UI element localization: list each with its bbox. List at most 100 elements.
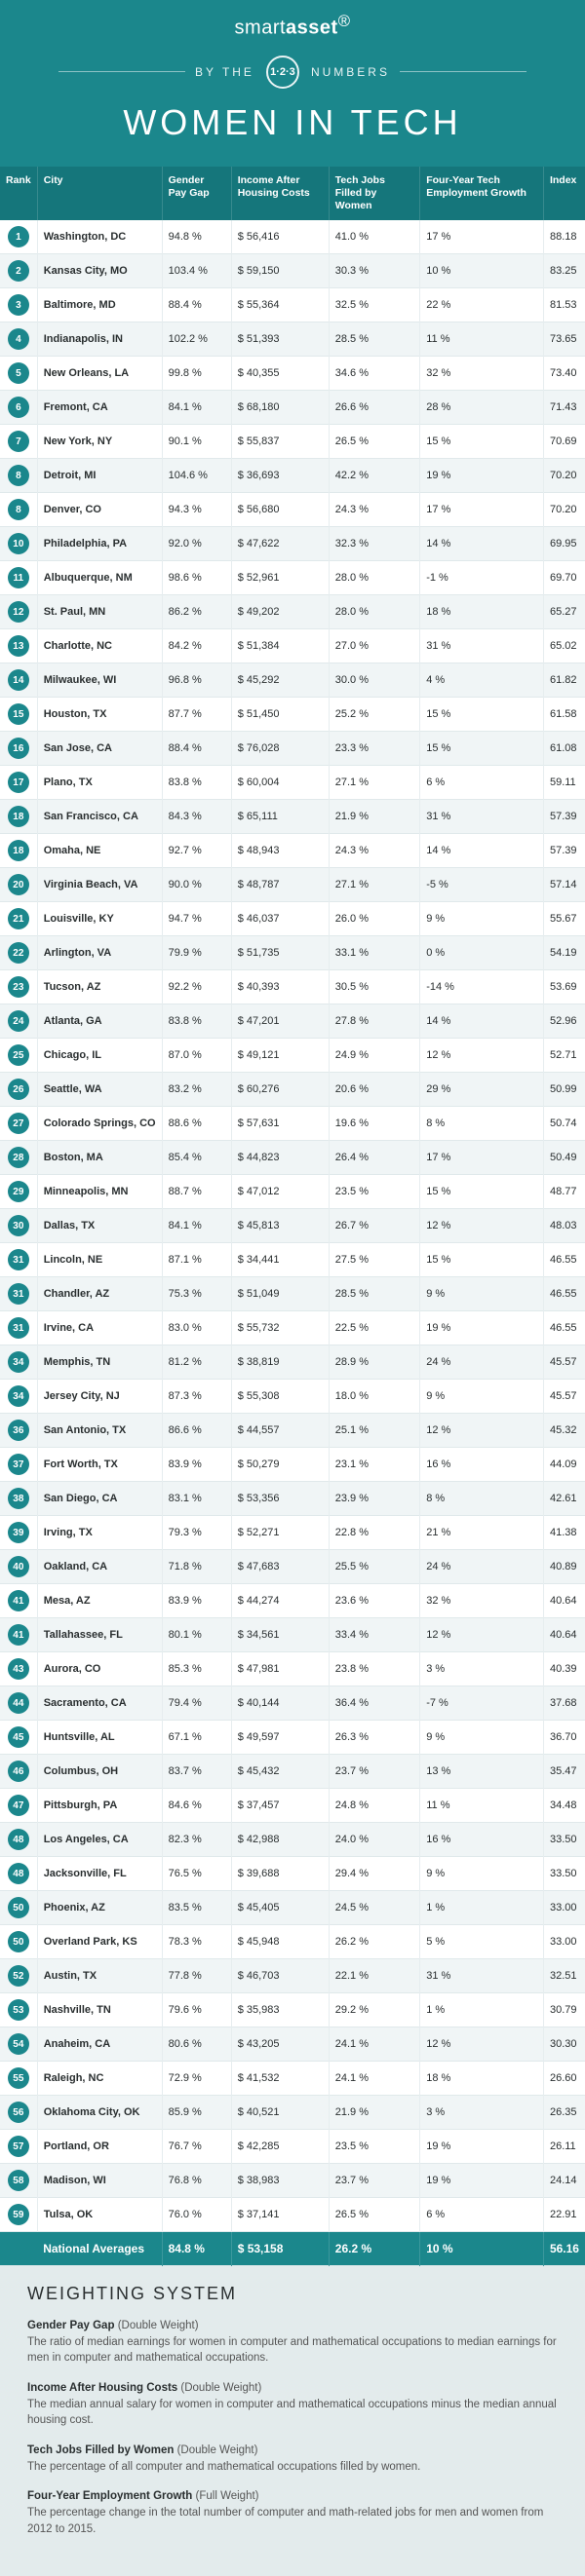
table-row: 41Mesa, AZ83.9 %$ 44,27423.6 %32 %40.64 [0,1584,585,1618]
table-row: 47Pittsburgh, PA84.6 %$ 37,45724.8 %11 %… [0,1789,585,1823]
gap-cell: 83.5 % [162,1891,231,1925]
growth-cell: 6 % [420,2198,544,2232]
rank-cell: 17 [0,766,37,800]
gap-cell: 80.1 % [162,1618,231,1652]
rank-cell: 31 [0,1311,37,1345]
city-cell: San Diego, CA [37,1482,162,1516]
index-cell: 45.32 [543,1414,585,1448]
gap-cell: 92.2 % [162,970,231,1004]
growth-cell: 5 % [420,1925,544,1959]
pct-women-cell: 29.2 % [329,1993,419,2027]
gap-cell: 83.1 % [162,1482,231,1516]
brand-logo: smartasset® [0,12,585,40]
rank-cell: 34 [0,1380,37,1414]
income-cell: $ 44,823 [231,1141,329,1175]
growth-cell: 19 % [420,1311,544,1345]
rank-badge: 59 [8,2204,29,2225]
rank-cell: 44 [0,1686,37,1721]
city-cell: St. Paul, MN [37,595,162,629]
gap-cell: 79.3 % [162,1516,231,1550]
pct-women-cell: 32.5 % [329,288,419,322]
growth-cell: 14 % [420,834,544,868]
income-cell: $ 53,356 [231,1482,329,1516]
income-cell: $ 49,202 [231,595,329,629]
index-cell: 48.77 [543,1175,585,1209]
rank-cell: 10 [0,527,37,561]
rank-cell: 2 [0,254,37,288]
city-cell: New Orleans, LA [37,357,162,391]
rank-badge: 41 [8,1590,29,1611]
logo-registered: ® [338,12,351,30]
rank-cell: 25 [0,1039,37,1073]
gap-cell: 84.3 % [162,800,231,834]
rank-cell: 4 [0,322,37,357]
table-row: 46Columbus, OH83.7 %$ 45,43223.7 %13 %35… [0,1755,585,1789]
city-cell: Nashville, TN [37,1993,162,2027]
index-cell: 69.70 [543,561,585,595]
pct-women-cell: 27.0 % [329,629,419,663]
city-cell: Aurora, CO [37,1652,162,1686]
income-cell: $ 51,384 [231,629,329,663]
table-row: 25Chicago, IL87.0 %$ 49,12124.9 %12 %52.… [0,1039,585,1073]
growth-cell: 15 % [420,1243,544,1277]
growth-cell: 12 % [420,1618,544,1652]
pct-women-cell: 25.2 % [329,698,419,732]
rank-cell: 31 [0,1243,37,1277]
gap-cell: 83.0 % [162,1311,231,1345]
city-cell: Houston, TX [37,698,162,732]
rank-cell: 6 [0,391,37,425]
rank-badge: 30 [8,1215,29,1236]
index-cell: 50.49 [543,1141,585,1175]
rank-cell: 52 [0,1959,37,1993]
index-cell: 36.70 [543,1721,585,1755]
table-row: 7New York, NY90.1 %$ 55,83726.5 %15 %70.… [0,425,585,459]
pct-women-cell: 30.5 % [329,970,419,1004]
rank-badge: 50 [8,1897,29,1918]
rank-badge: 31 [8,1283,29,1305]
growth-cell: -7 % [420,1686,544,1721]
index-cell: 22.91 [543,2198,585,2232]
income-cell: $ 55,837 [231,425,329,459]
gap-cell: 84.1 % [162,391,231,425]
rank-cell: 13 [0,629,37,663]
index-cell: 26.35 [543,2096,585,2130]
pct-women-cell: 41.0 % [329,220,419,254]
growth-cell: 9 % [420,1380,544,1414]
income-cell: $ 48,787 [231,868,329,902]
growth-cell: -1 % [420,561,544,595]
gap-cell: 87.7 % [162,698,231,732]
city-cell: Jersey City, NJ [37,1380,162,1414]
rank-cell: 56 [0,2096,37,2130]
rank-cell: 41 [0,1618,37,1652]
pct-women-cell: 23.9 % [329,1482,419,1516]
metric-weight: (Double Weight) [180,2382,261,2394]
index-cell: 33.00 [543,1925,585,1959]
rank-cell: 27 [0,1107,37,1141]
logo-part-b: asset [286,18,338,39]
gap-cell: 79.6 % [162,1993,231,2027]
pct-women-cell: 29.4 % [329,1857,419,1891]
growth-cell: 9 % [420,1721,544,1755]
growth-cell: 29 % [420,1073,544,1107]
index-cell: 50.99 [543,1073,585,1107]
city-cell: Louisville, KY [37,902,162,936]
city-cell: Philadelphia, PA [37,527,162,561]
weighting-metric: Income After Housing Costs (Double Weigh… [27,2380,558,2429]
city-cell: San Jose, CA [37,732,162,766]
income-cell: $ 49,121 [231,1039,329,1073]
rank-cell: 59 [0,2198,37,2232]
pct-women-cell: 20.6 % [329,1073,419,1107]
city-cell: Phoenix, AZ [37,1891,162,1925]
index-cell: 40.64 [543,1584,585,1618]
rank-badge: 26 [8,1079,29,1100]
rank-cell: 26 [0,1073,37,1107]
gap-cell: 83.9 % [162,1584,231,1618]
gap-cell: 98.6 % [162,561,231,595]
rank-badge: 15 [8,703,29,725]
pct-women-cell: 34.6 % [329,357,419,391]
table-row: 3Baltimore, MD88.4 %$ 55,36432.5 %22 %81… [0,288,585,322]
rank-badge: 16 [8,738,29,759]
rank-badge: 14 [8,669,29,691]
rank-badge: 11 [8,567,29,588]
rank-badge: 37 [8,1454,29,1475]
